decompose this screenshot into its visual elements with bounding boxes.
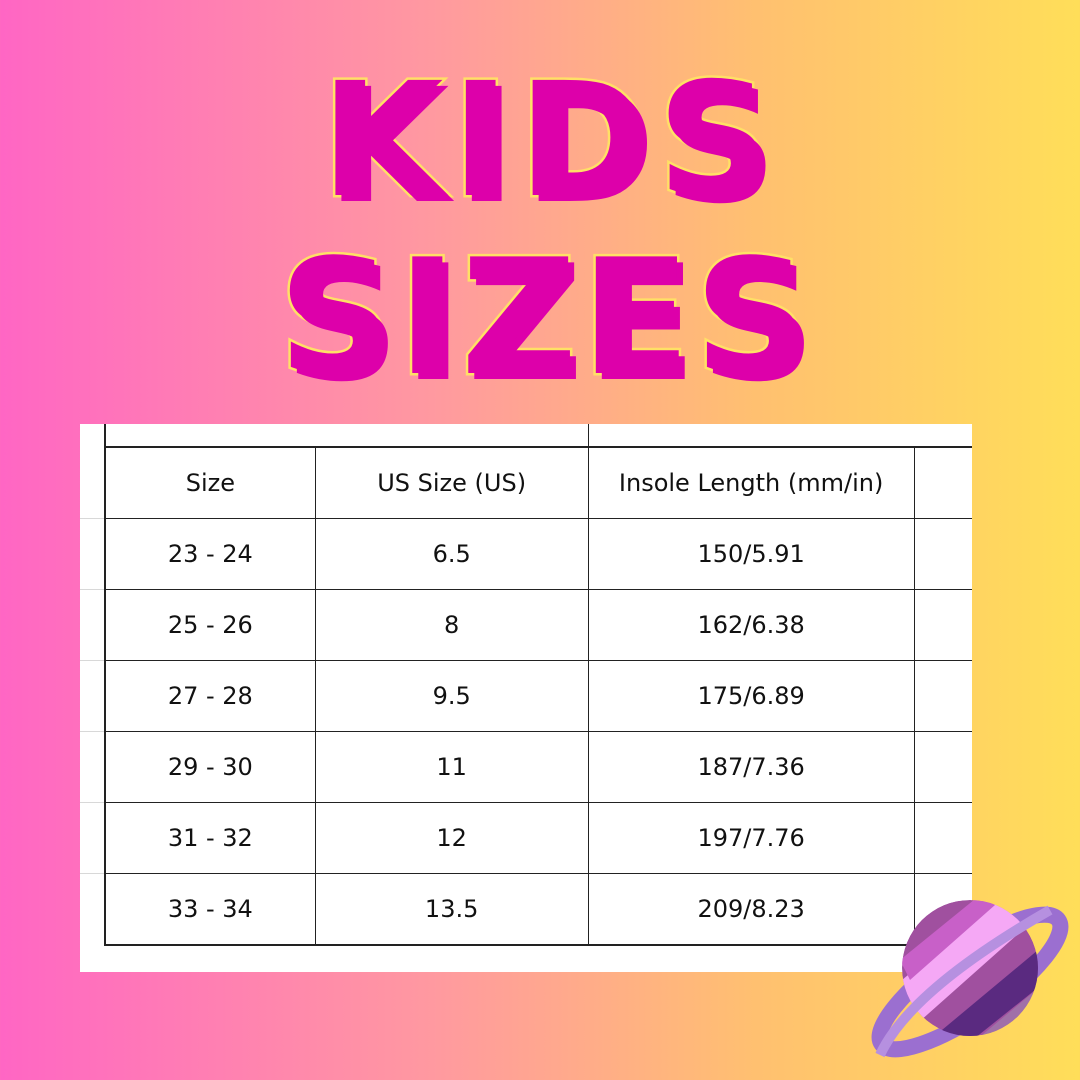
title-line-2: SIZES	[276, 224, 814, 411]
planet-icon	[871, 900, 1069, 1058]
size-table-panel: Size US Size (US) Insole Length (mm/in) …	[80, 424, 972, 972]
size-cell: 27 - 28	[103, 660, 316, 732]
insole-length-cell: 197/7.76	[587, 802, 915, 874]
insole-length-cell: 209/8.23	[587, 873, 915, 946]
insole-length-cell: 187/7.36	[587, 731, 915, 803]
header-us-size: US Size (US)	[314, 446, 589, 519]
table-row: 33 - 34 13.5 209/8.23	[103, 873, 972, 946]
table-row: 23 - 24 6.5 150/5.91	[103, 518, 972, 590]
gridline	[80, 518, 104, 519]
table-row: 25 - 26 8 162/6.38	[103, 589, 972, 661]
size-cell: 25 - 26	[103, 589, 316, 661]
us-size-cell: 6.5	[314, 518, 589, 590]
header-size: Size	[103, 446, 316, 519]
table-header-row: Size US Size (US) Insole Length (mm/in)	[103, 446, 972, 519]
table-row: 27 - 28 9.5 175/6.89	[103, 660, 972, 732]
gridline	[80, 802, 104, 803]
table-row: 31 - 32 12 197/7.76	[103, 802, 972, 874]
size-cell: 29 - 30	[103, 731, 316, 803]
title-line-1: KIDS	[318, 49, 780, 233]
us-size-cell: 11	[314, 731, 589, 803]
size-cell: 33 - 34	[103, 873, 316, 946]
table-row: 29 - 30 11 187/7.36	[103, 731, 972, 803]
us-size-cell: 9.5	[314, 660, 589, 732]
us-size-cell: 13.5	[314, 873, 589, 946]
size-table: Size US Size (US) Insole Length (mm/in) …	[103, 424, 972, 946]
gridline	[80, 873, 104, 874]
us-size-cell: 12	[314, 802, 589, 874]
us-size-cell: 8	[314, 589, 589, 661]
gridline	[80, 589, 104, 590]
insole-length-cell: 162/6.38	[587, 589, 915, 661]
header-insole-length: Insole Length (mm/in)	[587, 446, 915, 519]
insole-length-cell: 150/5.91	[587, 518, 915, 590]
size-cell: 23 - 24	[103, 518, 316, 590]
gridline	[80, 731, 104, 732]
insole-length-cell: 175/6.89	[587, 660, 915, 732]
gridline	[80, 660, 104, 661]
size-cell: 31 - 32	[103, 802, 316, 874]
table-top-row	[103, 424, 972, 448]
